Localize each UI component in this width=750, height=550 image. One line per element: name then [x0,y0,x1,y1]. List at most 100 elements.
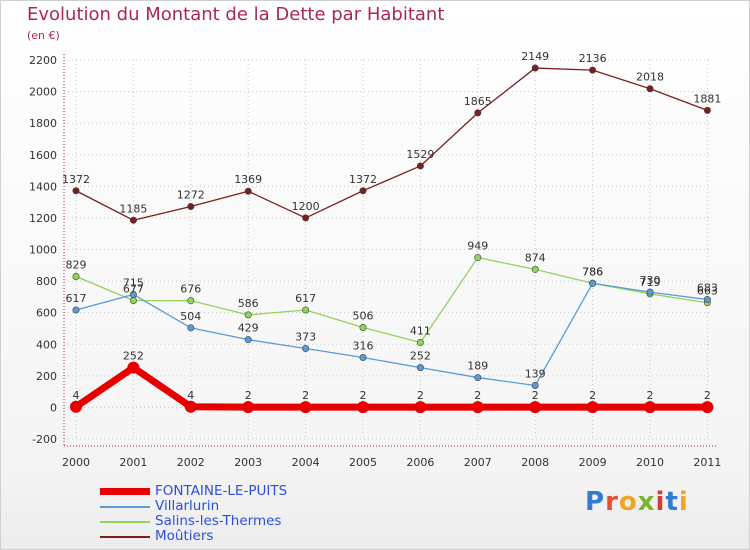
data-point-fontaine [586,401,599,414]
data-point-villarlurin [589,279,597,287]
data-label-salins: 506 [353,310,374,323]
data-point-villarlurin [72,306,80,314]
logo-letter: P [585,487,606,517]
y-tick-label: 600 [36,307,57,320]
legend-item-villarlurin: Villarlurin [100,499,360,514]
series-line-villarlurin [75,282,709,387]
data-label-villarlurin: 504 [180,310,201,323]
data-point-salins [302,306,310,314]
data-point-villarlurin [129,291,137,299]
legend-swatch-moutiers [100,536,150,538]
legend-label-moutiers: Moûtiers [155,528,214,544]
data-label-moutiers: 1200 [292,200,320,213]
data-label-villarlurin: 683 [697,282,718,295]
data-point-moutiers [187,203,195,211]
x-tick-label: 2011 [693,456,721,469]
data-label-salins: 411 [410,325,431,338]
data-label-fontaine: 4 [73,389,80,402]
y-tick-label: 1200 [29,212,57,225]
logo-letter: t [665,487,679,517]
series-line-salins [75,256,709,344]
data-label-fontaine: 2 [417,389,424,402]
data-point-villarlurin [474,374,482,382]
data-label-moutiers: 1372 [349,173,377,186]
data-label-fontaine: 4 [187,389,194,402]
x-tick-label: 2007 [464,456,492,469]
data-point-villarlurin [359,354,367,362]
data-label-salins: 677 [123,283,144,296]
data-label-moutiers: 1372 [62,173,90,186]
data-point-fontaine [644,401,656,414]
data-label-fontaine: 2 [474,389,481,402]
y-tick-label: 200 [36,370,57,383]
data-point-fontaine [70,400,82,413]
data-point-moutiers [646,85,654,93]
data-label-moutiers: 1272 [177,189,205,202]
data-label-salins: 676 [180,283,201,296]
data-point-moutiers [359,187,367,195]
legend-label-fontaine: FONTAINE-LE-PUITS [155,483,288,499]
legend-swatch-villarlurin [100,506,150,508]
data-point-fontaine [184,400,197,413]
data-label-salins: 949 [467,240,488,253]
data-point-moutiers [129,216,137,224]
y-tick-label: 1400 [29,180,57,193]
data-label-salins: 786 [582,265,603,278]
logo-letter: x [637,487,656,517]
data-point-salins [187,297,195,305]
logo-letter: i [655,487,666,517]
data-point-moutiers [531,64,539,72]
data-label-villarlurin: 373 [295,331,316,344]
data-point-salins [474,254,482,262]
data-label-salins: 586 [238,297,259,310]
data-point-fontaine [127,361,140,374]
data-label-villarlurin: 316 [353,340,374,353]
data-label-moutiers: 1865 [464,95,492,108]
data-label-fontaine: 252 [123,350,144,363]
data-point-villarlurin [244,336,252,344]
y-tick-label: 1800 [29,117,57,130]
data-label-fontaine: 2 [360,389,367,402]
data-point-villarlurin [187,324,195,332]
legend-label-villarlurin: Villarlurin [155,498,220,514]
data-label-salins: 617 [295,292,316,305]
data-point-salins [416,339,424,347]
data-label-villarlurin: 139 [525,367,546,380]
x-tick-label: 2003 [234,456,262,469]
legend: FONTAINE-LE-PUITS Villarlurin Salins-les… [100,484,360,544]
x-tick-label: 2004 [292,456,320,469]
data-label-salins: 874 [525,251,546,264]
data-label-moutiers: 1185 [119,202,147,215]
y-tick-label: -200 [32,433,57,446]
data-point-fontaine [471,401,484,414]
data-label-moutiers: 2018 [636,71,664,84]
data-point-salins [72,273,80,281]
data-label-moutiers: 1881 [693,92,721,105]
legend-item-moutiers: Moûtiers [100,529,360,544]
data-label-moutiers: 2136 [579,52,607,65]
legend-item-salins: Salins-les-Thermes [100,514,360,529]
data-point-salins [359,324,367,332]
logo-letter: o [618,487,638,517]
data-point-moutiers [302,214,310,222]
data-point-fontaine [701,401,714,414]
legend-swatch-fontaine [100,488,150,495]
x-tick-label: 2008 [521,456,549,469]
legend-swatch-salins [100,521,150,523]
data-point-moutiers [244,187,252,195]
data-label-fontaine: 2 [647,389,654,402]
data-label-salins: 663 [697,285,718,298]
x-tick-label: 2005 [349,456,377,469]
data-point-villarlurin [416,364,424,372]
chart-title: Evolution du Montant de la Dette par Hab… [27,4,445,25]
data-point-moutiers [589,66,597,74]
data-label-fontaine: 2 [589,389,596,402]
data-label-villarlurin: 252 [410,350,431,363]
data-label-salins: 829 [66,259,87,272]
data-point-villarlurin [646,288,654,296]
y-tick-label: 1600 [29,149,57,162]
data-point-moutiers [474,109,482,117]
data-label-moutiers: 1369 [234,173,262,186]
x-tick-label: 2001 [119,456,147,469]
